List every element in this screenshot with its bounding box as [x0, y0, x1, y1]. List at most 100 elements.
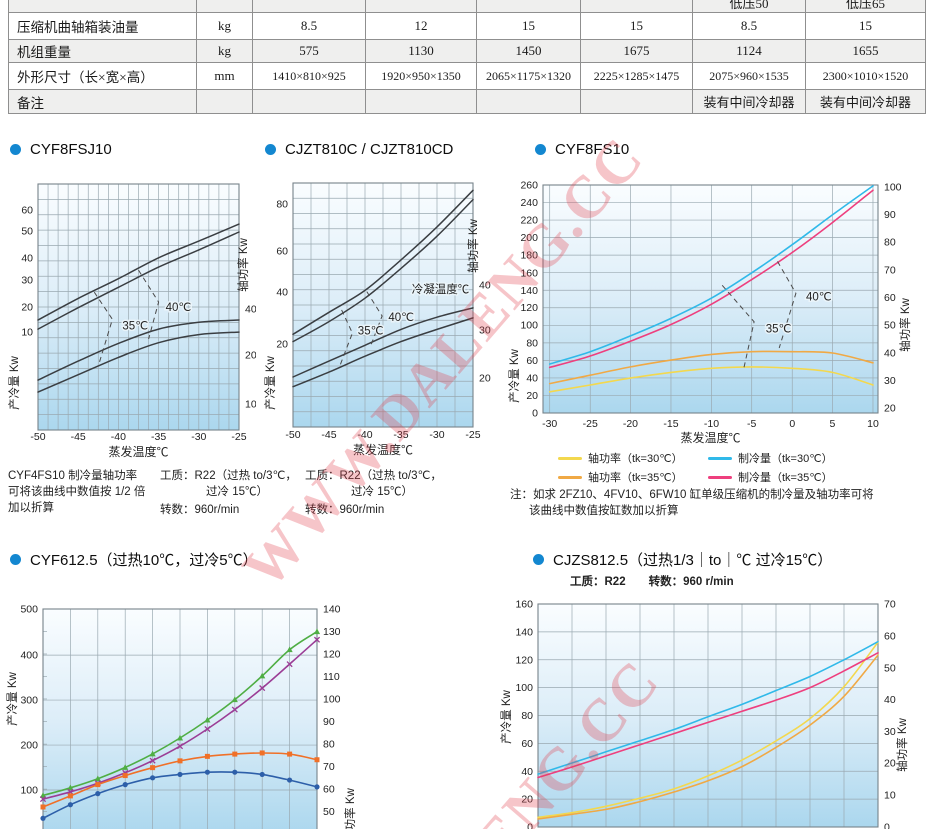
svg-text:240: 240 — [520, 197, 538, 209]
svg-text:产冷量 Kw: 产冷量 Kw — [7, 355, 21, 409]
svg-text:50: 50 — [323, 806, 335, 818]
svg-text:40℃: 40℃ — [388, 312, 414, 324]
section-header-cyf612: CYF612.5（过热10℃，过冷5℃） — [10, 549, 258, 570]
bullet-icon — [535, 144, 546, 155]
svg-text:20: 20 — [479, 372, 491, 384]
svg-text:70: 70 — [884, 599, 896, 611]
table-cell: 装有中间冷却器 — [692, 89, 806, 114]
svg-text:140: 140 — [515, 626, 533, 638]
svg-text:40: 40 — [21, 253, 33, 265]
svg-text:40℃: 40℃ — [806, 292, 832, 304]
svg-text:40: 40 — [884, 694, 896, 706]
svg-text:100: 100 — [520, 320, 538, 332]
svg-text:30: 30 — [884, 726, 896, 738]
svg-text:30: 30 — [884, 375, 896, 387]
svg-text:80: 80 — [276, 198, 288, 210]
chart-cjzt810: 80 60 40 20 40 30 20 -50 -45 -40 -35 -30 -25 蒸发温度℃ 产冷量… — [263, 182, 491, 457]
table-cell: 15 — [476, 12, 581, 40]
note-cyf4fs10: CYF4FS10 制冷量轴功率 可将该曲线中数值按 1/2 倍 加以折算 — [8, 468, 145, 516]
working-fluid-note-2: 工质：R22（过热 to/3℃， 过冷 15℃） 转数：960r/min — [305, 468, 442, 518]
chart3-note: 注：如求 2FZ10、4FV10、6FW10 缸单级压缩机的制冷量及轴功率可将 … — [510, 487, 874, 519]
svg-text:-45: -45 — [71, 431, 86, 443]
svg-text:10: 10 — [21, 327, 33, 339]
legend-label: 制冷量（tk=30℃） — [738, 453, 833, 465]
table-row: 机组重量 kg 575 1130 1450 1675 1124 1655 — [8, 39, 926, 63]
table-cell — [365, 0, 477, 13]
svg-text:100: 100 — [20, 785, 38, 797]
svg-text:蒸发温度℃: 蒸发温度℃ — [353, 442, 413, 457]
svg-text:-40: -40 — [111, 431, 126, 443]
svg-text:110: 110 — [323, 671, 340, 683]
svg-text:400: 400 — [20, 650, 38, 662]
svg-text:20: 20 — [245, 349, 256, 361]
svg-text:140: 140 — [323, 604, 341, 616]
table-cell: 2225×1285×1475 — [580, 62, 693, 90]
svg-text:-15: -15 — [663, 418, 678, 430]
svg-text:80: 80 — [884, 237, 896, 249]
svg-text:40: 40 — [276, 287, 288, 299]
svg-text:90: 90 — [323, 716, 335, 728]
svg-text:35℃: 35℃ — [766, 324, 792, 336]
section-title: CYF8FS10 — [555, 141, 630, 158]
svg-text:120: 120 — [515, 654, 533, 666]
svg-text:5: 5 — [830, 418, 836, 430]
table-cell: 装有中间冷却器 — [805, 89, 926, 114]
svg-text:80: 80 — [521, 710, 533, 722]
svg-text:140: 140 — [520, 285, 538, 297]
table-cell: 低压65 — [805, 0, 926, 13]
svg-text:200: 200 — [20, 740, 38, 752]
table-cell: 备注 — [8, 89, 197, 114]
bullet-icon — [10, 144, 21, 155]
table-cell — [365, 89, 477, 114]
svg-text:50: 50 — [884, 320, 896, 332]
svg-text:0: 0 — [532, 408, 538, 420]
svg-text:100: 100 — [884, 182, 902, 194]
svg-text:轴功率 Kw: 轴功率 Kw — [466, 218, 480, 272]
chart-cjzs812: 160140120100806040200706050403020100产冷量 … — [499, 599, 909, 829]
svg-text:90: 90 — [884, 209, 896, 221]
note-line: 工质：R22（过热 to/3℃， — [160, 470, 297, 482]
note-line: 该曲线中数值按缸数加以折算 — [529, 505, 679, 517]
section-header-cjzt810: CJZT810C / CJZT810CD — [265, 141, 453, 158]
bullet-icon — [265, 144, 276, 155]
svg-text:100: 100 — [323, 693, 341, 705]
legend-swatch-icon — [708, 475, 732, 479]
svg-text:-25: -25 — [465, 429, 480, 441]
table-cell — [580, 0, 693, 13]
note-line: 转数：960r/min — [160, 504, 240, 516]
svg-text:产冷量 Kw: 产冷量 Kw — [507, 348, 521, 402]
working-fluid-note-1: 工质：R22（过热 to/3℃， 过冷 15℃） 转数：960r/min — [160, 468, 297, 518]
svg-text:40: 40 — [479, 279, 491, 291]
svg-text:120: 120 — [323, 648, 341, 660]
table-cell: 2300×1010×1520 — [805, 62, 926, 90]
table-cell: 575 — [252, 39, 366, 63]
legend-label: 制冷量（tk=35℃） — [738, 472, 833, 484]
section-title: CJZS812.5（过热1/3｜to｜℃ 过冷15℃） — [553, 552, 833, 569]
table-row: 压缩机曲轴箱装油量 kg 8.5 12 15 15 8.5 15 — [8, 12, 926, 40]
legend-item: 轴功率（tk=35℃） — [558, 469, 708, 485]
legend-label: 轴功率（tk=30℃） — [588, 453, 683, 465]
svg-text:-5: -5 — [747, 418, 756, 430]
svg-text:40: 40 — [526, 372, 538, 384]
svg-text:轴功率 Kw: 轴功率 Kw — [343, 787, 357, 829]
svg-text:-35: -35 — [151, 431, 166, 443]
svg-text:60: 60 — [884, 630, 896, 642]
svg-text:10: 10 — [867, 418, 879, 430]
svg-text:260: 260 — [520, 180, 538, 192]
svg-text:0: 0 — [527, 822, 533, 829]
svg-text:80: 80 — [526, 337, 538, 349]
svg-text:40℃: 40℃ — [166, 302, 192, 314]
chart-legend: 轴功率（tk=30℃） 制冷量（tk=30℃） 轴功率（tk=35℃） 制冷量（tk=… — [558, 450, 868, 485]
note-line: 可将该曲线中数值按 1/2 倍 — [8, 486, 146, 498]
svg-text:100: 100 — [515, 682, 533, 694]
svg-text:-30: -30 — [191, 431, 206, 443]
note-line: 过冷 15℃） — [206, 486, 268, 498]
svg-text:180: 180 — [520, 250, 538, 262]
note-line: 工质：R22（过热 to/3℃， — [305, 470, 442, 482]
note-line: CYF4FS10 制冷量轴功率 — [8, 470, 138, 482]
table-cell — [476, 89, 581, 114]
table-cell: 15 — [805, 12, 926, 40]
svg-text:35℃: 35℃ — [358, 326, 384, 338]
table-cell: kg — [196, 39, 253, 63]
